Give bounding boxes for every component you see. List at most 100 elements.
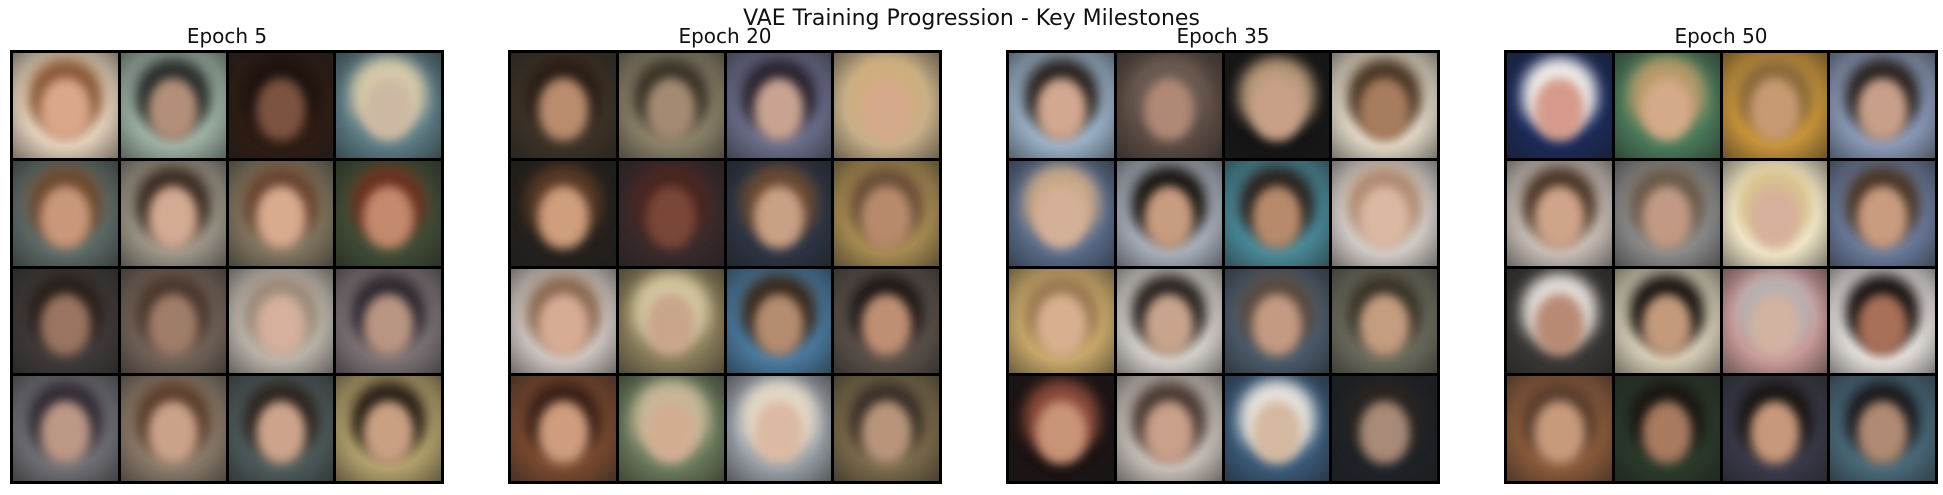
- generated-face-sample: [726, 268, 832, 374]
- generated-face-sample: [1722, 160, 1828, 266]
- generated-face-sample: [511, 376, 616, 481]
- generated-face-sample: [1614, 53, 1720, 158]
- face-region: [255, 401, 306, 465]
- generated-face-sample: [1614, 268, 1720, 374]
- generated-face-sample: [120, 53, 226, 158]
- generated-face-sample: [336, 160, 441, 266]
- face-region: [538, 293, 589, 357]
- generated-face-sample: [1009, 268, 1114, 374]
- face-region: [645, 185, 697, 249]
- face-region: [753, 401, 804, 465]
- generated-face-sample: [13, 376, 118, 481]
- panel-epoch-50: Epoch 50: [1504, 22, 1938, 484]
- face-region: [1749, 78, 1800, 141]
- image-grid: [10, 50, 444, 484]
- generated-face-sample: [1116, 160, 1222, 266]
- face-region: [1857, 293, 1908, 357]
- face-region: [753, 78, 804, 141]
- face-region: [1143, 185, 1195, 249]
- face-region: [1534, 78, 1585, 141]
- generated-face-sample: [1116, 376, 1222, 481]
- face-region: [1359, 78, 1410, 141]
- face-region: [645, 401, 697, 465]
- face-region: [1359, 185, 1410, 249]
- generated-face-sample: [1614, 376, 1720, 481]
- face-region: [40, 185, 91, 249]
- face-region: [1251, 78, 1302, 141]
- generated-face-sample: [336, 268, 441, 374]
- generated-face-sample: [1332, 53, 1437, 158]
- face-region: [1749, 293, 1800, 357]
- face-region: [255, 78, 306, 141]
- generated-face-sample: [13, 160, 118, 266]
- generated-face-sample: [228, 53, 334, 158]
- image-grid: [1504, 50, 1938, 484]
- generated-face-sample: [1009, 160, 1114, 266]
- generated-face-sample: [228, 268, 334, 374]
- face-region: [1359, 293, 1410, 357]
- generated-face-sample: [1507, 160, 1612, 266]
- generated-face-sample: [336, 53, 441, 158]
- face-region: [753, 185, 804, 249]
- generated-face-sample: [1224, 376, 1330, 481]
- face-region: [538, 185, 589, 249]
- face-region: [1036, 185, 1087, 249]
- generated-face-sample: [120, 268, 226, 374]
- face-region: [1749, 185, 1800, 249]
- face-region: [1534, 401, 1585, 465]
- face-region: [40, 401, 91, 465]
- generated-face-sample: [511, 160, 616, 266]
- generated-face-sample: [834, 160, 939, 266]
- face-region: [1641, 185, 1693, 249]
- panel-epoch-20: Epoch 20: [508, 22, 942, 484]
- generated-face-sample: [120, 160, 226, 266]
- face-region: [538, 401, 589, 465]
- generated-face-sample: [336, 376, 441, 481]
- face-region: [255, 185, 306, 249]
- face-region: [255, 293, 306, 357]
- generated-face-sample: [726, 53, 832, 158]
- panel-title: Epoch 20: [678, 24, 772, 48]
- image-grid: [1006, 50, 1440, 484]
- generated-face-sample: [1224, 53, 1330, 158]
- generated-face-sample: [1507, 53, 1612, 158]
- generated-face-sample: [1116, 268, 1222, 374]
- face-region: [1857, 78, 1908, 141]
- generated-face-sample: [834, 376, 939, 481]
- panel-title: Epoch 35: [1176, 24, 1270, 48]
- face-region: [1143, 78, 1195, 141]
- generated-face-sample: [1614, 160, 1720, 266]
- face-region: [1534, 293, 1585, 357]
- face-region: [1143, 401, 1195, 465]
- face-region: [40, 78, 91, 141]
- face-region: [861, 401, 912, 465]
- generated-face-sample: [1507, 268, 1612, 374]
- face-region: [147, 401, 199, 465]
- generated-face-sample: [1830, 160, 1935, 266]
- generated-face-sample: [726, 160, 832, 266]
- generated-face-sample: [228, 376, 334, 481]
- face-region: [363, 401, 414, 465]
- panel-title: Epoch 50: [1674, 24, 1768, 48]
- generated-face-sample: [1722, 53, 1828, 158]
- face-region: [1641, 293, 1693, 357]
- face-region: [645, 293, 697, 357]
- generated-face-sample: [228, 160, 334, 266]
- generated-face-sample: [1830, 376, 1935, 481]
- face-region: [1036, 293, 1087, 357]
- generated-face-sample: [1722, 376, 1828, 481]
- generated-face-sample: [618, 268, 724, 374]
- face-region: [1534, 185, 1585, 249]
- panel-epoch-5: Epoch 5: [10, 22, 444, 484]
- generated-face-sample: [120, 376, 226, 481]
- face-region: [1143, 293, 1195, 357]
- face-region: [538, 78, 589, 141]
- face-region: [1359, 401, 1410, 465]
- face-region: [363, 293, 414, 357]
- face-region: [1251, 401, 1302, 465]
- face-region: [1857, 401, 1908, 465]
- generated-face-sample: [1009, 53, 1114, 158]
- face-region: [363, 185, 414, 249]
- face-region: [861, 293, 912, 357]
- generated-face-sample: [1332, 268, 1437, 374]
